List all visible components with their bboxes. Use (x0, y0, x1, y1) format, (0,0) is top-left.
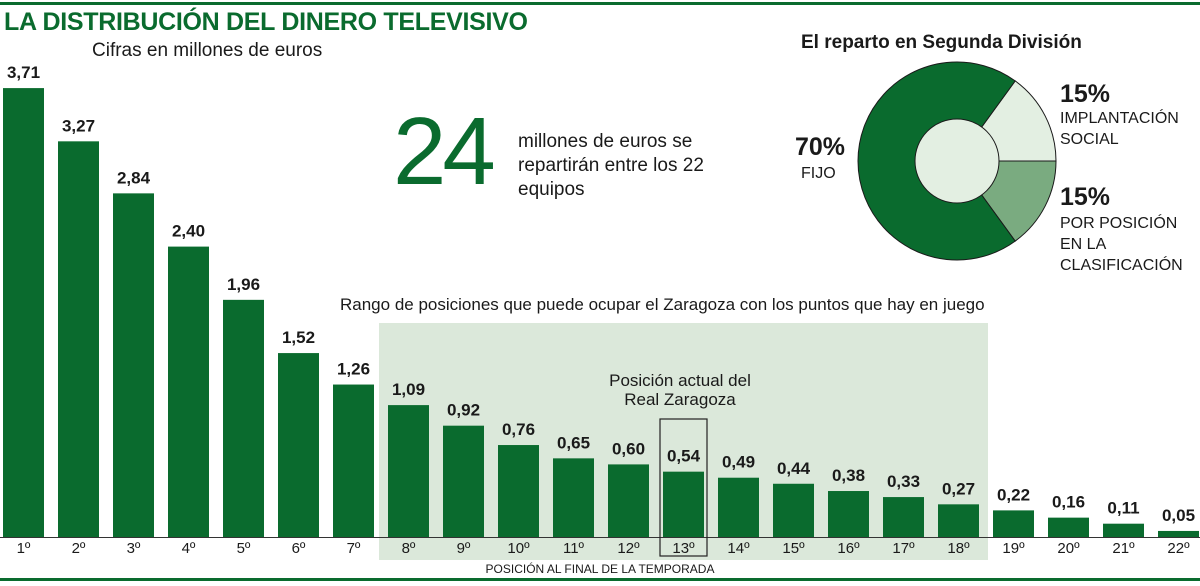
data-label: 0,22 (997, 485, 1030, 504)
data-label: 1,52 (282, 328, 315, 347)
data-label: 0,60 (612, 439, 645, 458)
x-tick-label: 11º (563, 540, 585, 557)
top-rule (0, 2, 1200, 5)
x-tick-label: 5º (237, 540, 251, 557)
bar-22º (1158, 530, 1199, 537)
data-label: 1,09 (392, 380, 425, 399)
x-tick-label: 13º (672, 540, 695, 557)
data-label: 0,16 (1052, 493, 1085, 512)
bar-2º (58, 141, 99, 537)
bottom-rule (0, 578, 1200, 581)
data-label: 0,44 (777, 459, 811, 478)
slice-pct-posicion: 15% (1060, 183, 1111, 211)
data-label: 2,40 (172, 222, 205, 241)
current-position-box (659, 418, 708, 557)
data-label: 0,92 (447, 401, 480, 420)
range-title: Rango de posiciones que puede ocupar el … (340, 295, 985, 314)
slice-label-posicion: POR POSICIÓN EN LA CLASIFICACIÓN (1060, 215, 1183, 274)
x-tick-label: 6º (292, 540, 306, 557)
x-tick-label: 10º (507, 540, 530, 557)
data-label: 0,65 (557, 433, 590, 452)
x-tick-label: 8º (402, 540, 416, 557)
data-label: 1,96 (227, 275, 260, 294)
data-label: 0,76 (502, 420, 535, 439)
data-label: 1,26 (337, 360, 370, 379)
bar-4º (168, 246, 209, 537)
donut-title: El reparto en Segunda División (801, 32, 1082, 53)
x-tick-label: 19º (1002, 540, 1025, 557)
data-label: 3,27 (62, 116, 95, 135)
bar-11º (553, 458, 594, 537)
data-label: 2,84 (117, 168, 151, 187)
x-tick-label: 22º (1167, 540, 1190, 557)
x-tick-label: 15º (782, 540, 805, 557)
bar-20º (1048, 517, 1089, 537)
slice-label-fijo: FIJO (801, 165, 836, 182)
x-tick-label: 21º (1112, 540, 1135, 557)
x-axis-title: POSICIÓN AL FINAL DE LA TEMPORADA (485, 562, 715, 576)
data-label: 3,71 (7, 63, 40, 82)
bar-18º (938, 504, 979, 537)
data-label: 0,33 (887, 472, 920, 491)
x-tick-label: 1º (17, 540, 31, 557)
bar-17º (883, 497, 924, 537)
page-title: LA DISTRIBUCIÓN DEL DINERO TELEVISIVO (4, 8, 528, 36)
bar-9º (443, 425, 484, 537)
x-tick-label: 16º (837, 540, 860, 557)
data-label: 0,38 (832, 466, 865, 485)
x-tick-label: 14º (727, 540, 750, 557)
data-label: 0,54 (667, 447, 701, 466)
x-tick-label: 4º (182, 540, 196, 557)
bar-6º (278, 353, 319, 537)
slice-pct-implantacion: 15% (1060, 80, 1111, 108)
x-tick-label: 3º (127, 540, 141, 557)
data-label: 0,11 (1107, 499, 1139, 518)
x-tick-label: 17º (892, 540, 915, 557)
x-tick-label: 12º (617, 540, 640, 557)
subtitle: Cifras en millones de euros (92, 40, 323, 61)
bar-12º (608, 464, 649, 537)
highlight-text: millones de euros se repartirán entre lo… (518, 131, 704, 200)
bar-10º (498, 445, 539, 537)
x-tick-label: 18º (947, 540, 970, 557)
bar-19º (993, 510, 1034, 537)
x-tick-label: 7º (347, 540, 361, 557)
bar-14º (718, 477, 759, 537)
bar-7º (333, 384, 374, 537)
bar-8º (388, 405, 429, 537)
slice-pct-fijo: 70% (795, 133, 846, 161)
highlight-number: 24 (393, 98, 496, 205)
bar-15º (773, 483, 814, 537)
current-position-label: Posición actual del Real Zaragoza (609, 371, 751, 409)
bar-13º (663, 471, 704, 537)
data-label: 0,27 (942, 479, 975, 498)
x-tick-label: 9º (457, 540, 471, 557)
bar-3º (113, 193, 154, 538)
bar-5º (223, 299, 264, 537)
donut-hole (914, 118, 1000, 204)
x-tick-label: 20º (1057, 540, 1080, 557)
bar-16º (828, 491, 869, 537)
bar-21º (1103, 523, 1144, 537)
x-tick-label: 2º (72, 540, 86, 557)
data-label: 0,49 (722, 453, 755, 472)
slice-label-implantacion: IMPLANTACIÓN SOCIAL (1060, 110, 1179, 148)
data-label: 0,05 (1162, 506, 1195, 525)
bar-1º (3, 88, 44, 537)
